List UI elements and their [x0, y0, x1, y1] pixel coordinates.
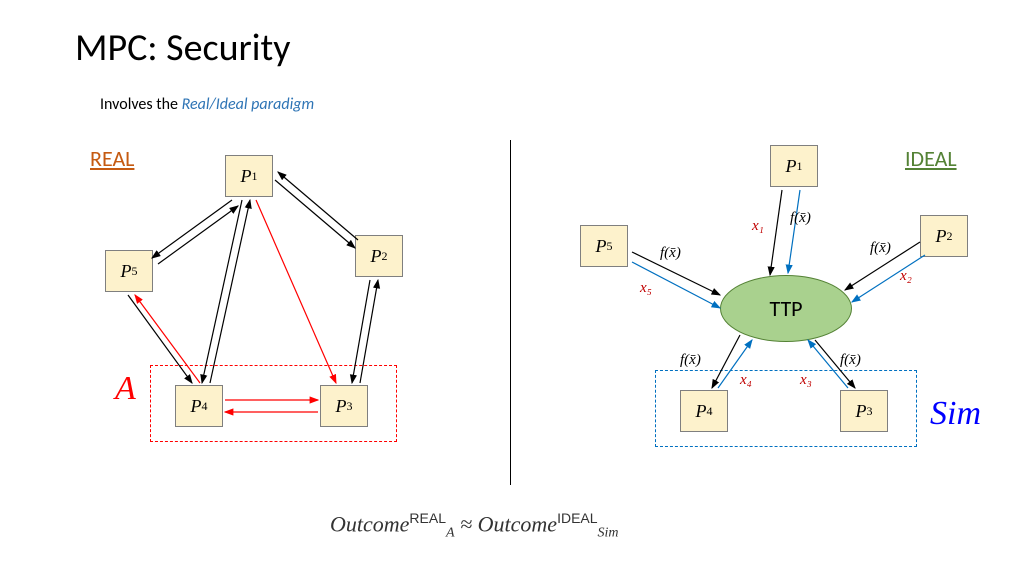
ideal-node-p1: P1 [770, 145, 818, 187]
edge-label: x₅ [640, 280, 652, 297]
adversary-label-A: A [115, 370, 136, 408]
formula-lhs-sup: REAL [409, 510, 446, 526]
real-node-p2: P2 [355, 235, 403, 277]
edge-label: x₁ [752, 218, 764, 235]
edge-label: x₄ [740, 372, 752, 389]
subtitle-em: Real/Ideal paradigm [182, 95, 315, 114]
edge-label: f(x̄) [790, 210, 811, 227]
adversary-box-real [150, 365, 397, 442]
outcome-formula: OutcomeREALA ≈ OutcomeIDEALSim [330, 510, 619, 542]
subtitle-prefix: Involves the [100, 95, 182, 114]
adversary-box-ideal [655, 370, 917, 447]
edge-label: f(x̄) [870, 240, 891, 257]
vertical-divider [510, 140, 511, 485]
edge-label: x₃ [800, 372, 812, 389]
arrows-layer [0, 0, 1024, 576]
ideal-node-p2: P2 [920, 215, 968, 257]
slide-title: MPC: Security [75, 25, 290, 71]
formula-lhs-sub: A [446, 526, 455, 541]
slide-subtitle: Involves the Real/Ideal paradigm [100, 95, 314, 114]
edge-label: f(x̄) [660, 245, 681, 262]
formula-rhs-base: Outcome [478, 511, 557, 536]
ttp-node: TTP [720, 275, 852, 342]
simulator-label-Sim: Sim [930, 395, 981, 433]
formula-rhs-sub: Sim [598, 526, 619, 541]
formula-lhs-base: Outcome [330, 511, 409, 536]
ideal-label: IDEAL [905, 145, 957, 172]
real-node-p5: P5 [105, 250, 153, 292]
formula-rhs-sup: IDEAL [557, 510, 597, 526]
edge-label: f(x̄) [840, 352, 861, 369]
real-node-p1: P1 [225, 155, 273, 197]
ideal-node-p5: P5 [580, 225, 628, 267]
real-label: REAL [90, 145, 134, 172]
edge-label: x₂ [900, 268, 912, 285]
edge-label: f(x̄) [680, 352, 701, 369]
formula-approx: ≈ [455, 511, 478, 536]
